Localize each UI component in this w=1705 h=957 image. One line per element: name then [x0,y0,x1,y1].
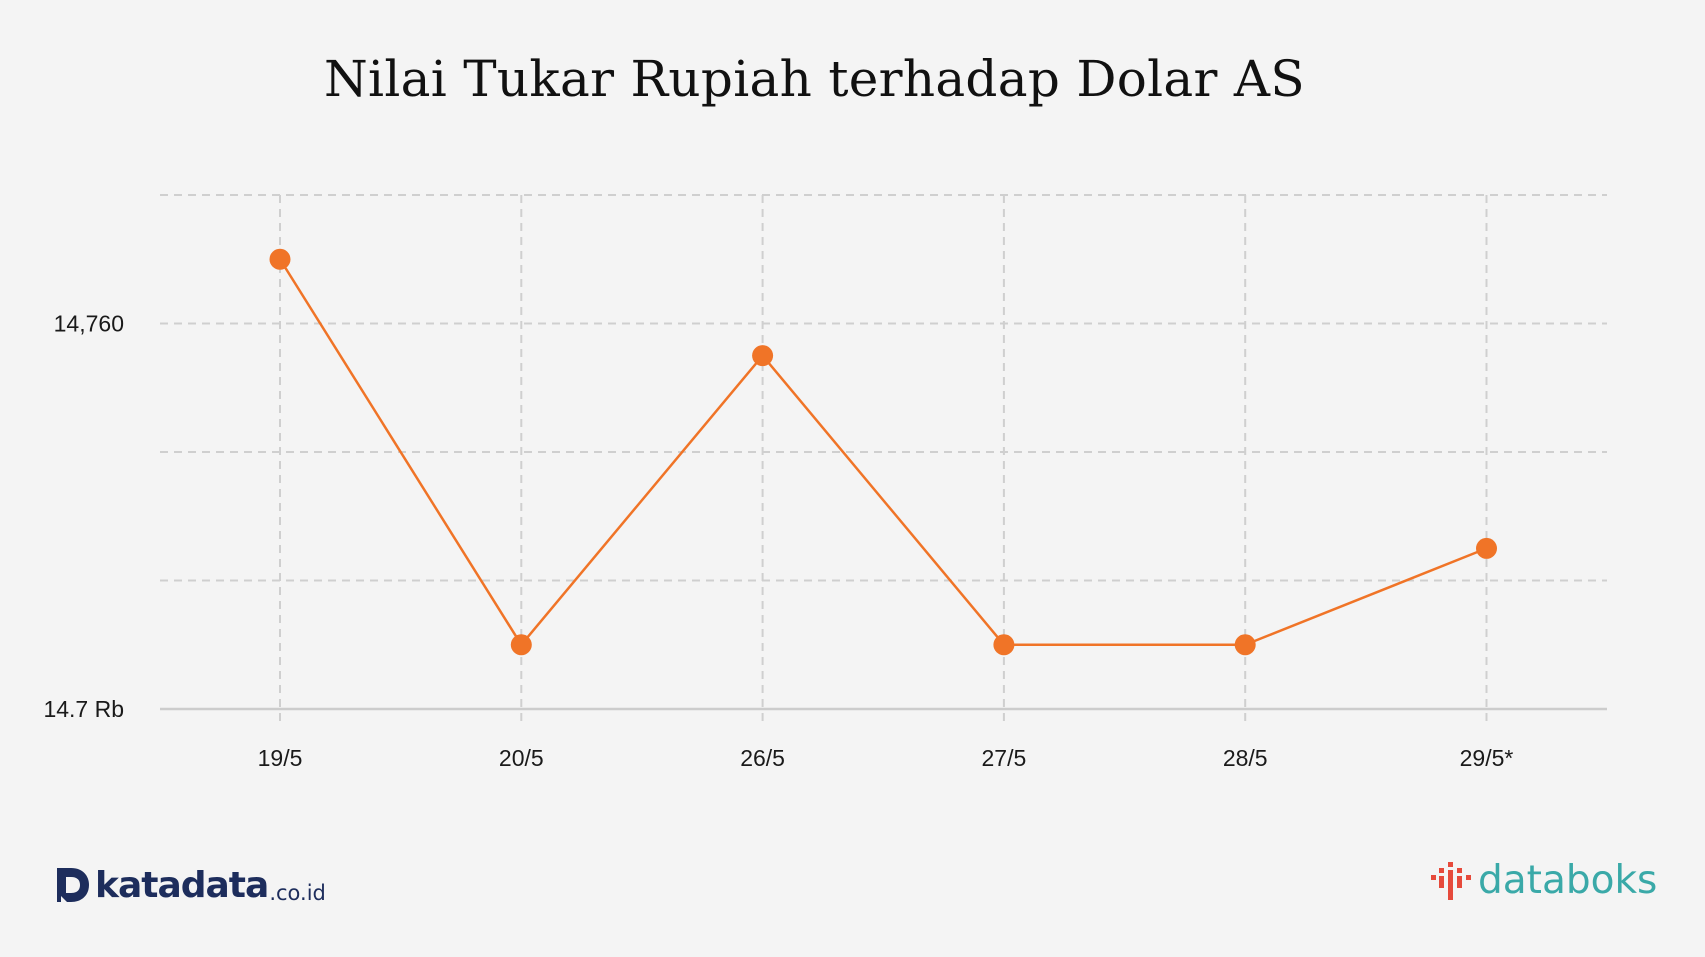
katadata-logo: katadata .co.id [55,858,326,904]
x-tick-label: 28/5 [1223,745,1268,771]
y-tick-label: 14.7 Rb [43,696,124,722]
katadata-d-icon [57,868,89,902]
series [269,248,1497,656]
data-point [1476,537,1497,559]
x-tick-label: 29/5* [1460,745,1514,771]
databoks-wordmark: databoks [1478,858,1658,903]
tick-labels: 14.7 Rb 14,760 19/5 20/5 26/5 27/5 28/5 29/5* [43,311,1513,772]
x-tick-label: 26/5 [740,745,785,771]
data-point [269,248,291,270]
katadata-domain-suffix: .co.id [269,881,326,905]
data-point [1234,634,1256,656]
data-point [510,634,532,656]
x-tick-label: 27/5 [982,745,1027,771]
data-point [752,345,774,367]
x-tick-label: 20/5 [499,745,544,771]
grid [160,194,1607,723]
databoks-logo: databoks [1428,858,1657,904]
katadata-wordmark: katadata [95,865,269,906]
databoks-bars-icon [1431,862,1471,900]
series-line [278,258,1487,646]
y-tick-label: 14,760 [54,311,124,337]
data-point [993,634,1015,656]
x-tick-label: 19/5 [258,745,303,771]
chart-title: Nilai Tukar Rupiah terhadap Dolar AS [324,50,1305,108]
